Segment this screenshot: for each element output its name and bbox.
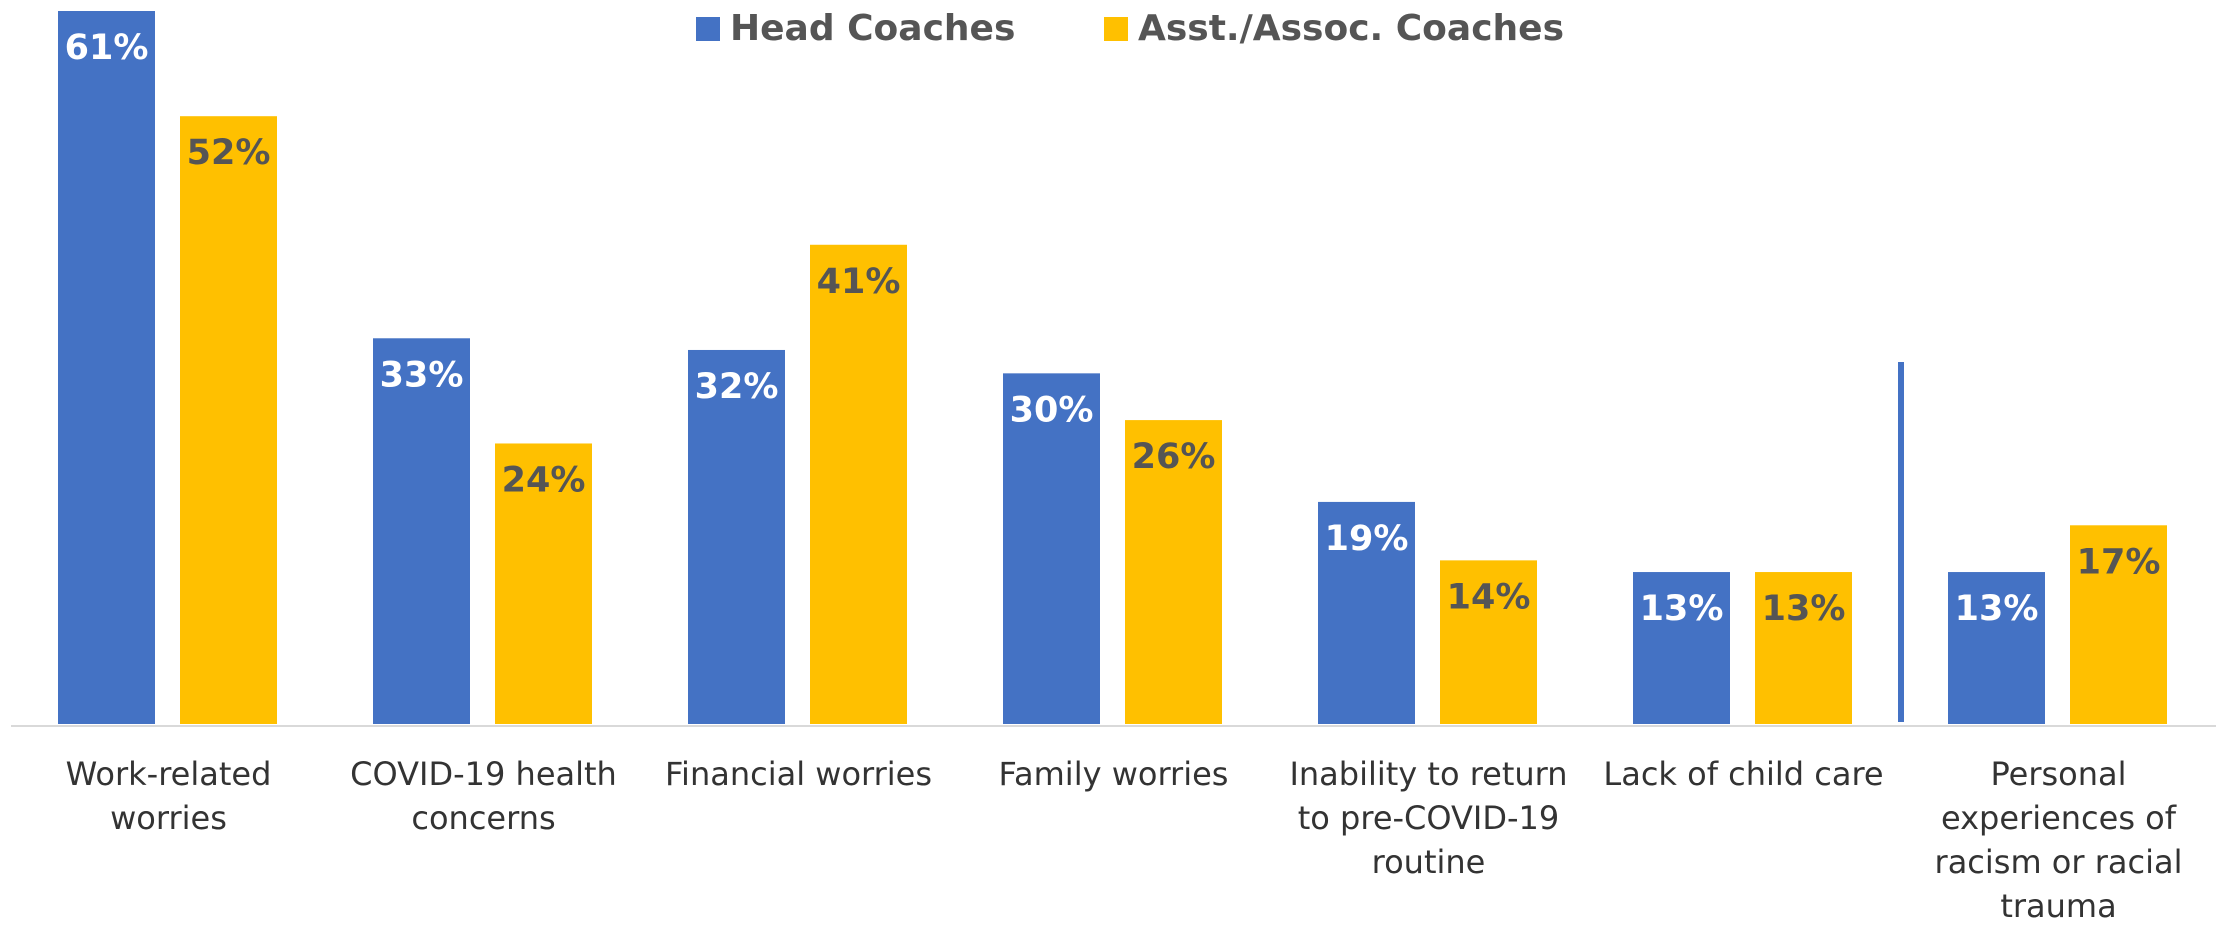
x-tick-label: Financial worries bbox=[664, 755, 933, 793]
value-label: 14% bbox=[1447, 577, 1531, 617]
bar bbox=[180, 116, 277, 725]
value-label: 17% bbox=[2077, 542, 2161, 582]
bar bbox=[495, 443, 592, 724]
bar bbox=[1125, 420, 1222, 724]
bar bbox=[810, 244, 907, 724]
x-tick-label: COVID-19 health concerns bbox=[350, 755, 617, 837]
value-label: 13% bbox=[1955, 589, 2039, 629]
x-tick-label: Inability to return to pre-COVID-19 rout… bbox=[1289, 755, 1568, 881]
bar bbox=[1755, 572, 1852, 724]
bar bbox=[2070, 525, 2167, 724]
bar bbox=[58, 11, 155, 724]
value-label: 13% bbox=[1762, 589, 1846, 629]
bar bbox=[373, 338, 470, 724]
value-label: 32% bbox=[695, 367, 779, 407]
bar bbox=[1440, 560, 1537, 724]
value-label: 41% bbox=[817, 262, 901, 302]
x-tick-label: Personal experiences of racism or racial… bbox=[1934, 755, 2183, 925]
legend-label: Head Coaches bbox=[730, 8, 1015, 49]
legend-swatch bbox=[696, 17, 720, 41]
value-label: 33% bbox=[380, 355, 464, 395]
x-tick-label: Work-related worries bbox=[65, 755, 272, 837]
value-label: 26% bbox=[1132, 437, 1216, 477]
bar bbox=[688, 349, 785, 724]
bar bbox=[1948, 572, 2045, 724]
legend-swatch bbox=[1104, 17, 1128, 41]
x-tick-label: Lack of child care bbox=[1603, 755, 1884, 793]
bar bbox=[1633, 572, 1730, 724]
value-label: 52% bbox=[187, 133, 271, 173]
value-label: 13% bbox=[1640, 589, 1724, 629]
bar bbox=[1003, 373, 1100, 724]
value-label: 24% bbox=[502, 460, 586, 500]
value-label: 61% bbox=[65, 28, 149, 68]
legend-label: Asst./Assoc. Coaches bbox=[1138, 8, 1564, 49]
x-tick-label: Family worries bbox=[998, 755, 1229, 793]
value-label: 19% bbox=[1325, 519, 1409, 559]
bar bbox=[1318, 501, 1415, 724]
value-label: 30% bbox=[1010, 390, 1094, 430]
